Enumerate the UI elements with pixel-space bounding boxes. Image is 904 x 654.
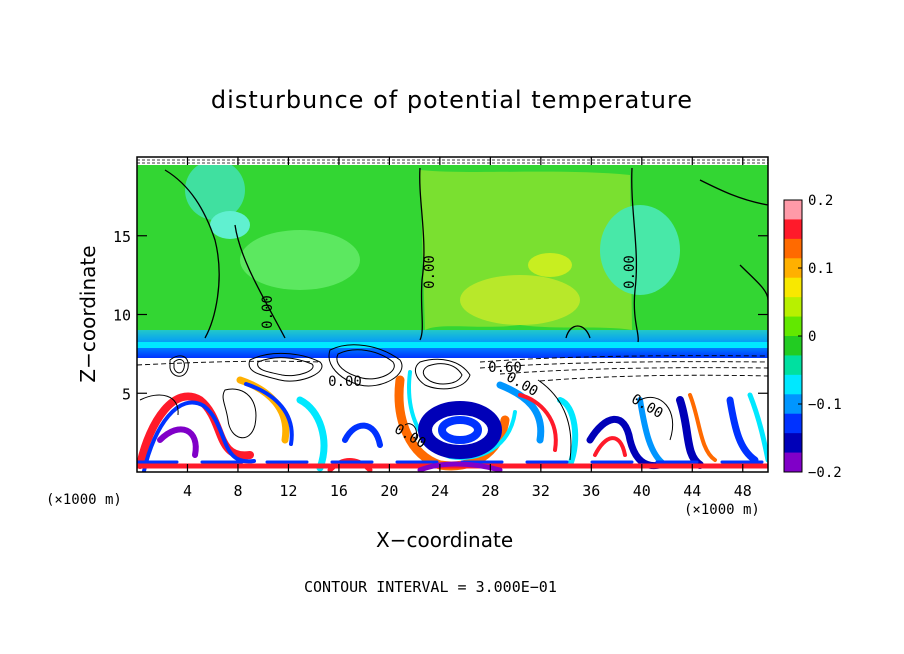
colorbar-swatch (784, 258, 802, 279)
colorbar-swatch (784, 355, 802, 376)
contour-label: 0.00 (328, 374, 362, 390)
colorbar-tick-label: 0.1 (808, 261, 833, 277)
x-axis-label: X−coordinate (376, 528, 514, 552)
negative-blob (210, 211, 250, 239)
x-tick-label: 8 (233, 482, 242, 500)
colorbar-swatch (784, 394, 802, 415)
colorbar-tick-label: −0.2 (808, 465, 842, 481)
x-tick-label: 44 (683, 482, 701, 500)
negative-blob (600, 205, 680, 295)
colorbar-swatch (784, 452, 802, 473)
negative-contours (137, 355, 768, 382)
colorbar-tick-label: 0 (808, 329, 816, 345)
x-tick-label: 36 (582, 482, 600, 500)
colorbar-swatch (784, 200, 802, 220)
negative-blob (185, 160, 245, 220)
x-tick-label: 32 (532, 482, 550, 500)
x-tick-label: 28 (481, 482, 499, 500)
x-tick-label: 12 (279, 482, 297, 500)
chart-title: disturbunce of potential temperature (210, 86, 694, 114)
contour-lines (164, 167, 768, 343)
positive-blob (528, 253, 572, 277)
field-layer (137, 157, 768, 472)
colorbar-swatch (784, 238, 802, 259)
colorbar-swatch (784, 413, 802, 434)
x-tick-label: 40 (633, 482, 651, 500)
colorbar-swatch (784, 374, 802, 395)
x-unit-label-right: (×1000 m) (684, 502, 760, 518)
contour-interval-note: CONTOUR INTERVAL = 3.000E−01 (304, 578, 557, 596)
dense-contours (139, 344, 674, 461)
x-tick-label: 4 (183, 482, 192, 500)
contour-label: 0.00 (422, 255, 438, 289)
contour-label: 0.60 (488, 360, 522, 376)
contour-label: 0.00 (260, 295, 276, 329)
tropopause-band (137, 342, 768, 348)
colorbar: 0.2 0.1 0 −0.1 −0.2 (783, 193, 842, 481)
x-axis: 4 8 12 16 20 24 28 32 36 40 44 48 (183, 157, 752, 500)
y-tick-label: 10 (113, 307, 131, 325)
contour-label: 0.00 (622, 255, 638, 289)
x-unit-label-left: (×1000 m) (46, 492, 122, 508)
y-tick-label: 15 (113, 228, 131, 246)
top-noise-zone (137, 157, 768, 165)
colorbar-swatch (784, 316, 802, 337)
colorbar-tick-label: −0.1 (808, 397, 842, 413)
colorbar-swatch (784, 297, 802, 318)
top-noise-contour (137, 159, 768, 164)
colorbar-swatch (784, 219, 802, 240)
x-tick-label: 48 (734, 482, 752, 500)
x-tick-label: 16 (330, 482, 348, 500)
colorbar-tick-label: 0.2 (808, 193, 833, 209)
colorbar-swatch (784, 336, 802, 356)
colorbar-swatch (784, 433, 802, 454)
near-zero-blob (240, 230, 360, 290)
y-tick-label: 5 (122, 385, 131, 403)
x-tick-label: 24 (431, 482, 449, 500)
y-axis: 5 10 15 (113, 228, 768, 403)
positive-blob (460, 275, 580, 325)
colorbar-swatch (784, 277, 802, 298)
x-tick-label: 20 (380, 482, 398, 500)
